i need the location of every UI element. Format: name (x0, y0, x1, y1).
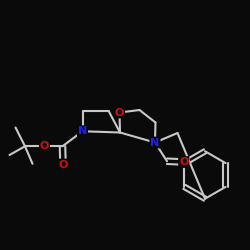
Text: O: O (179, 157, 188, 167)
Text: O: O (40, 141, 49, 151)
Text: O: O (115, 108, 124, 118)
Text: N: N (150, 138, 160, 147)
Text: O: O (58, 160, 68, 170)
Text: N: N (78, 126, 87, 136)
